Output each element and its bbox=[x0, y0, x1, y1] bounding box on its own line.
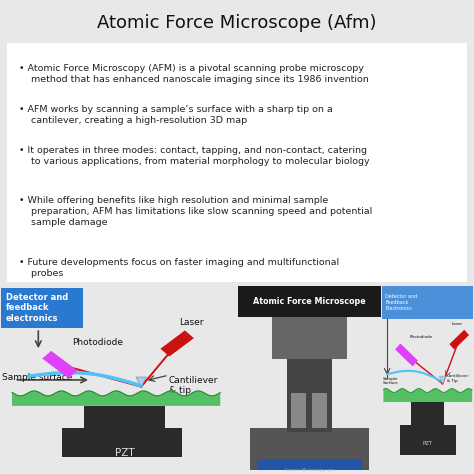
Bar bbox=[62, 428, 182, 457]
Polygon shape bbox=[449, 330, 469, 349]
Polygon shape bbox=[42, 351, 77, 378]
Polygon shape bbox=[395, 344, 418, 366]
Polygon shape bbox=[160, 330, 194, 356]
Bar bbox=[257, 459, 362, 470]
Text: • Future developments focus on faster imaging and multifunctional
    probes: • Future developments focus on faster im… bbox=[18, 258, 339, 278]
Text: PZT: PZT bbox=[423, 441, 433, 446]
Bar bbox=[272, 317, 346, 359]
Text: Sample
Surface: Sample Surface bbox=[383, 377, 398, 385]
Text: • Atomic Force Microscopy (AFM) is a pivotal scanning probe microscopy
    metho: • Atomic Force Microscopy (AFM) is a piv… bbox=[18, 64, 368, 84]
Text: Detector and
feedback
electronics: Detector and feedback electronics bbox=[6, 293, 68, 323]
Text: Cantiliever
& Tip: Cantiliever & Tip bbox=[447, 374, 469, 383]
Text: • It operates in three modes: contact, tapping, and non-contact, catering
    to: • It operates in three modes: contact, t… bbox=[18, 146, 369, 166]
Text: Photodiode: Photodiode bbox=[72, 338, 123, 347]
FancyBboxPatch shape bbox=[383, 286, 473, 319]
Bar bbox=[84, 406, 165, 429]
Text: Cantiliever
& tip: Cantiliever & tip bbox=[169, 376, 218, 395]
Text: Source: Microscopy.com: Source: Microscopy.com bbox=[285, 468, 334, 472]
Bar bbox=[312, 393, 327, 428]
Polygon shape bbox=[136, 377, 146, 387]
Text: Laser: Laser bbox=[180, 318, 204, 327]
Text: Atomic Force Microscope (Afm): Atomic Force Microscope (Afm) bbox=[97, 14, 377, 32]
Bar bbox=[287, 326, 332, 432]
Text: • While offering benefits like high resolution and minimal sample
    preparatio: • While offering benefits like high reso… bbox=[18, 196, 372, 227]
Bar bbox=[292, 393, 306, 428]
Bar bbox=[249, 428, 369, 470]
Text: PZT: PZT bbox=[115, 448, 134, 458]
FancyBboxPatch shape bbox=[237, 286, 381, 317]
Text: Detector and
Feedback
Electronics: Detector and Feedback Electronics bbox=[385, 294, 418, 311]
Text: Atomic Force Microscope: Atomic Force Microscope bbox=[253, 297, 365, 306]
FancyBboxPatch shape bbox=[0, 33, 474, 292]
Text: Sample surface: Sample surface bbox=[2, 373, 73, 382]
Bar bbox=[411, 402, 445, 426]
Text: Photodiode: Photodiode bbox=[410, 335, 432, 338]
Text: • AFM works by scanning a sample’s surface with a sharp tip on a
    cantilever,: • AFM works by scanning a sample’s surfa… bbox=[18, 105, 332, 125]
Polygon shape bbox=[439, 376, 446, 384]
Bar bbox=[400, 425, 456, 455]
Text: Laser: Laser bbox=[452, 322, 463, 326]
FancyBboxPatch shape bbox=[1, 288, 82, 328]
